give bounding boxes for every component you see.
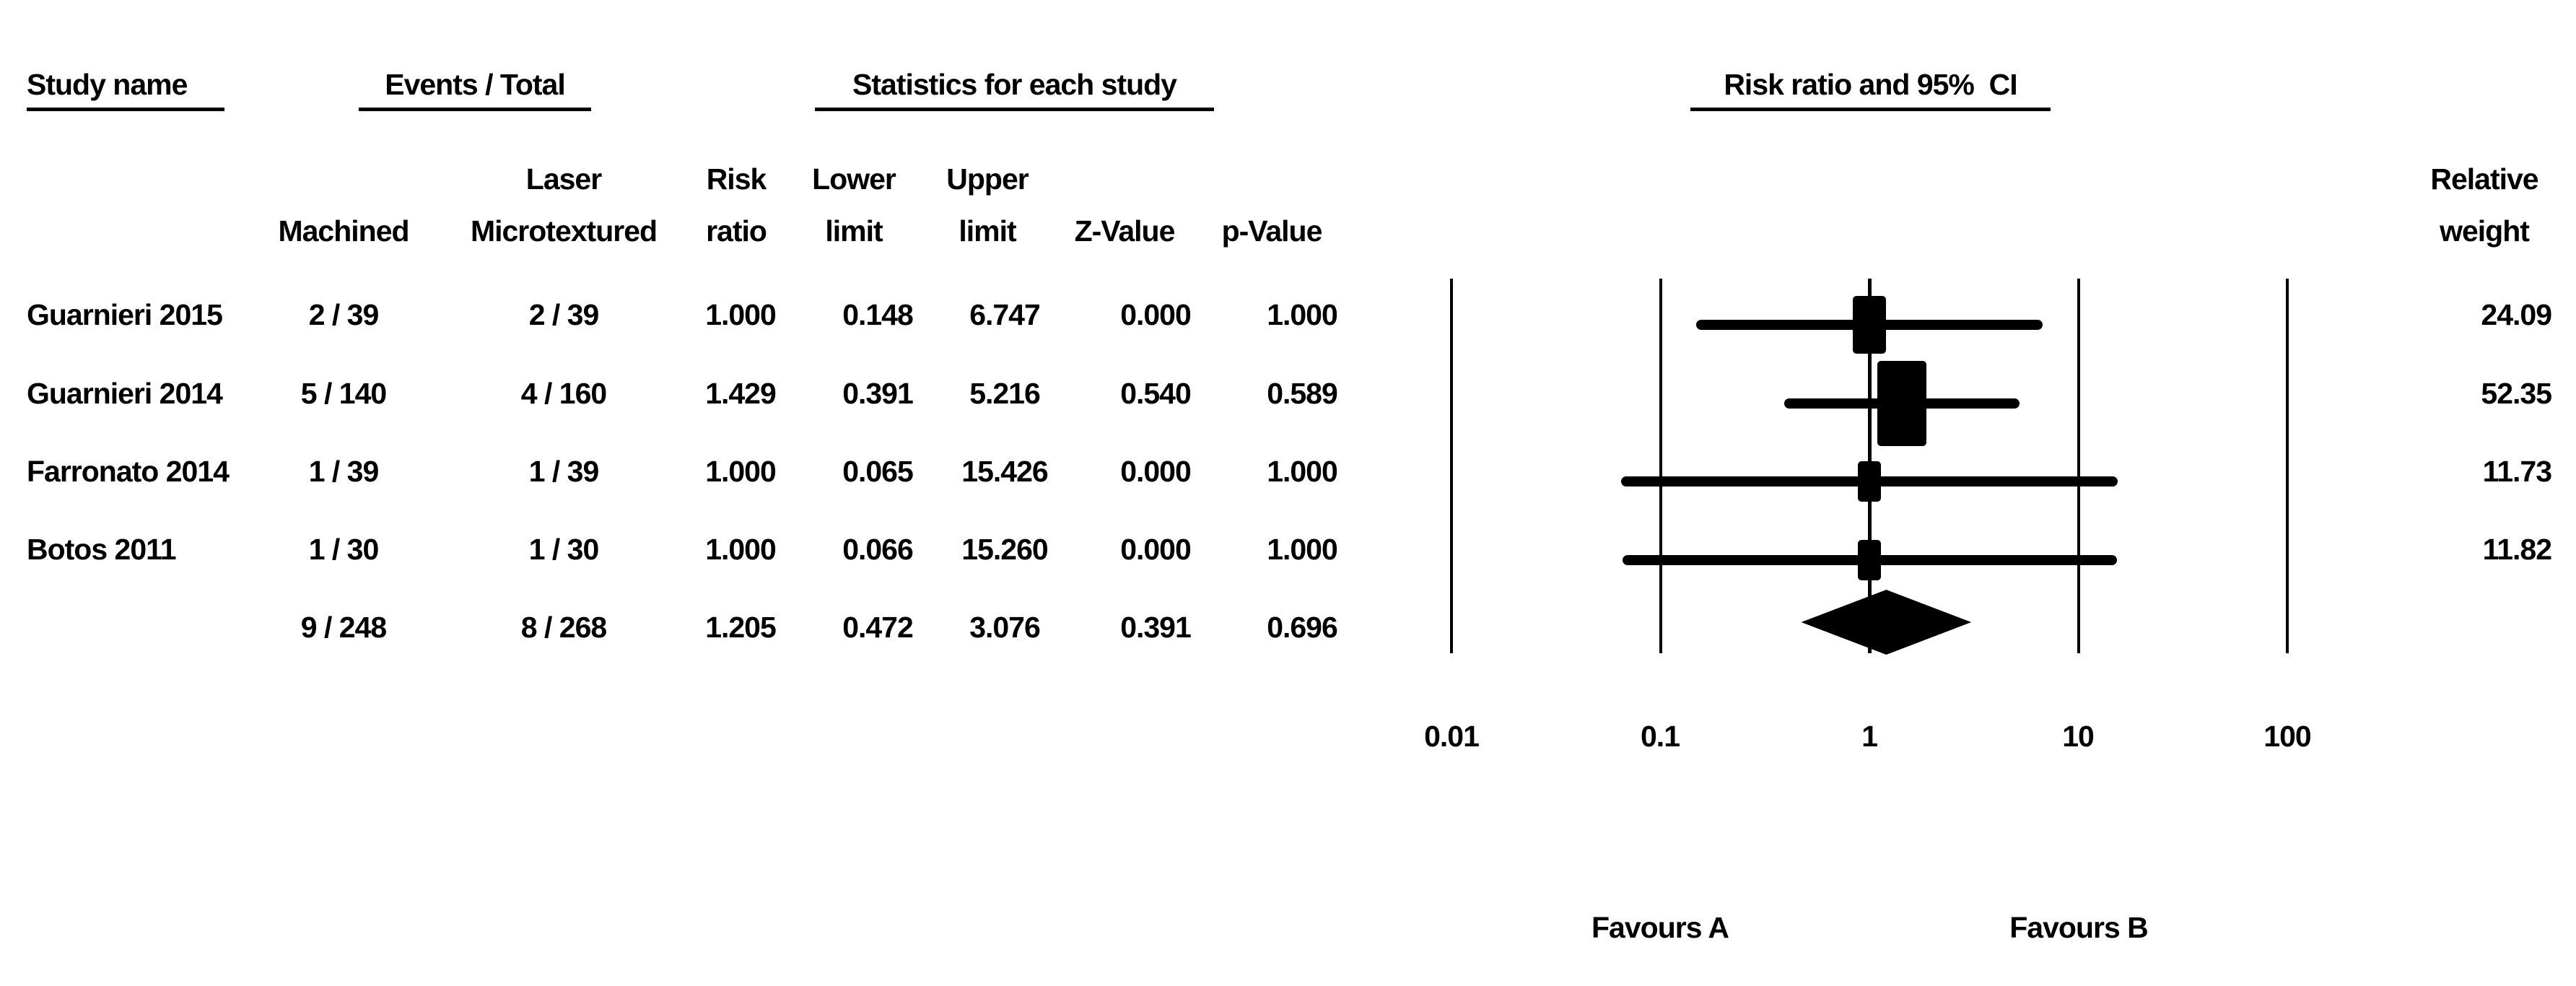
cell-laser: 8 / 268 <box>520 611 607 644</box>
cell-machined: 5 / 140 <box>300 377 387 410</box>
favours-a-label: Favours A <box>1592 911 1729 944</box>
subheader-upper-line1: Upper <box>946 162 1029 196</box>
risk-ratio-square <box>1857 539 1882 581</box>
cell-z-value: 0.000 <box>1120 533 1192 566</box>
subheader-machined: Machined <box>278 214 409 248</box>
cell-weight: 11.73 <box>2482 455 2552 488</box>
col-header-study-name: Study name <box>27 66 224 111</box>
cell-risk-ratio: 1.205 <box>705 611 777 644</box>
plot-title-risk-ratio-ci: Risk ratio and 95% CI <box>1690 66 2051 111</box>
cell-p-value: 1.000 <box>1267 298 1338 331</box>
risk-ratio-square <box>1857 461 1881 502</box>
risk-ratio-square <box>1877 360 1926 447</box>
summary-diamond <box>1801 590 1972 655</box>
table-row: Guarnieri 2015 2 / 39 2 / 39 1.000 0.148… <box>0 297 2576 332</box>
gridline-100 <box>2286 279 2289 653</box>
cell-risk-ratio: 1.000 <box>705 298 777 331</box>
subheader-lower-line1: Lower <box>812 162 896 196</box>
cell-z-value: 0.000 <box>1120 298 1192 331</box>
subheader-upper-limit: Upper limit <box>908 153 1067 257</box>
cell-upper: 3.076 <box>969 611 1041 644</box>
cell-laser: 2 / 39 <box>528 298 600 331</box>
cell-p-value: 0.589 <box>1267 377 1338 410</box>
cell-study: Guarnieri 2015 <box>27 298 223 331</box>
x-tick-label: 10 <box>2062 720 2095 753</box>
cell-laser: 1 / 30 <box>528 533 600 566</box>
cell-lower: 0.066 <box>842 533 914 566</box>
subheader-risk-line1: Risk <box>706 162 767 196</box>
subheader-lower-limit: Lower limit <box>774 153 933 257</box>
subheader-risk-ratio: Risk ratio <box>657 153 816 257</box>
cell-p-value: 0.696 <box>1267 611 1338 644</box>
table-row: Farronato 2014 1 / 39 1 / 39 1.000 0.065… <box>0 454 2576 489</box>
cell-risk-ratio: 1.429 <box>705 377 777 410</box>
cell-weight: 24.09 <box>2481 298 2552 331</box>
cell-z-value: 0.540 <box>1120 377 1192 410</box>
cell-laser: 4 / 160 <box>520 377 607 410</box>
subheader-relative-weight: Relative weight <box>2398 153 2571 257</box>
subheader-relative-line2: weight <box>2440 214 2530 248</box>
cell-study: Farronato 2014 <box>27 455 230 488</box>
cell-upper: 15.260 <box>961 533 1048 566</box>
subheader-risk-line2: ratio <box>706 214 767 248</box>
cell-weight: 11.82 <box>2482 533 2552 566</box>
cell-lower: 0.391 <box>842 377 914 410</box>
cell-z-value: 0.000 <box>1120 455 1192 488</box>
cell-risk-ratio: 1.000 <box>705 533 777 566</box>
x-tick-label: 0.01 <box>1424 720 1480 753</box>
cell-upper: 6.747 <box>969 298 1041 331</box>
cell-machined: 1 / 30 <box>308 533 380 566</box>
cell-study: Guarnieri 2014 <box>27 377 223 410</box>
table-row: Botos 2011 1 / 30 1 / 30 1.000 0.066 15.… <box>0 532 2576 567</box>
x-tick-label: 0.1 <box>1641 720 1680 753</box>
cell-machined: 2 / 39 <box>308 298 380 331</box>
cell-lower: 0.148 <box>842 298 914 331</box>
gridline-10 <box>2077 279 2080 653</box>
cell-laser: 1 / 39 <box>528 455 600 488</box>
subheader-z-value: Z-Value <box>1074 214 1176 248</box>
cell-machined: 1 / 39 <box>308 455 380 488</box>
cell-lower: 0.065 <box>842 455 914 488</box>
cell-p-value: 1.000 <box>1267 533 1338 566</box>
subheader-laser-microtextured: Laser Microtextured <box>455 153 672 257</box>
cell-p-value: 1.000 <box>1267 455 1338 488</box>
subheader-laser-line2: Microtextured <box>470 214 658 248</box>
cell-weight: 52.35 <box>2481 377 2552 410</box>
subheader-lower-line2: limit <box>825 214 883 248</box>
subheader-laser-line1: Laser <box>525 162 602 196</box>
cell-risk-ratio: 1.000 <box>705 455 777 488</box>
subheader-upper-line2: limit <box>959 214 1016 248</box>
summary-row: 9 / 248 8 / 268 1.205 0.472 3.076 0.391 … <box>0 610 2576 645</box>
col-header-statistics: Statistics for each study <box>815 66 1214 111</box>
x-tick-label: 1 <box>1861 720 1878 753</box>
subheader-relative-line1: Relative <box>2430 162 2538 196</box>
gridline-0-01 <box>1450 279 1453 653</box>
gridline-0-1 <box>1659 279 1662 653</box>
cell-z-value: 0.391 <box>1120 611 1192 644</box>
cell-lower: 0.472 <box>842 611 914 644</box>
col-header-events-total: Events / Total <box>359 66 591 111</box>
x-tick-label: 100 <box>2263 720 2311 753</box>
cell-machined: 9 / 248 <box>300 611 387 644</box>
cell-upper: 5.216 <box>969 377 1041 410</box>
cell-study: Botos 2011 <box>27 533 177 566</box>
risk-ratio-square <box>1853 295 1886 354</box>
table-row: Guarnieri 2014 5 / 140 4 / 160 1.429 0.3… <box>0 376 2576 411</box>
subheader-p-value: p-Value <box>1221 214 1323 248</box>
cell-upper: 15.426 <box>961 455 1048 488</box>
favours-b-label: Favours B <box>2009 911 2149 944</box>
